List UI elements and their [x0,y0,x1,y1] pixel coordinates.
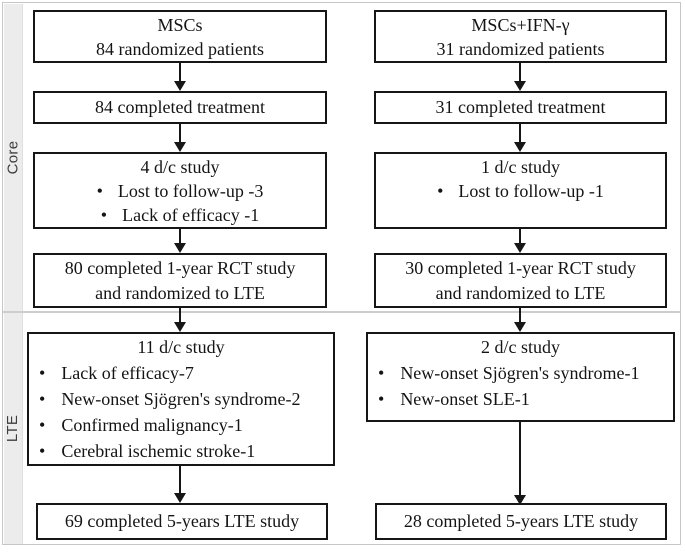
rct-completed-line2: and randomized to LTE [95,283,265,303]
completed-treatment-text: 84 completed treatment [95,97,265,117]
bullet-icon [39,438,45,464]
dc-reason: Lack of efficacy-7 [29,360,333,386]
flow-arrow [174,63,186,91]
bullet-icon [39,360,45,386]
bullet-icon [378,386,384,412]
msc-rct-discontinued-box: 4 d/c study Lost to follow-up -3 Lack of… [33,152,327,229]
dc-reason: Confirmed malignancy-1 [29,412,333,438]
dc-title: 11 d/c study [137,337,225,357]
arm-title: MSCs [157,15,203,35]
bullet-icon [437,179,443,203]
section-strip-lte: LTE [4,313,23,544]
msc-rct-completed-box: 80 completed 1-year RCT study and random… [33,253,327,308]
bullet-icon [97,179,103,203]
lte-completed-text: 69 completed 5-years LTE study [64,511,300,531]
msc-ifng-enrollment-box: MSCs+IFN-γ 31 randomized patients [374,10,667,63]
msc-enrollment-box: MSCs 84 randomized patients [33,10,327,63]
bullet-icon [39,412,45,438]
randomized-count: 84 randomized patients [96,39,264,59]
flow-arrow [174,466,186,503]
msc-lte-discontinued-box: 11 d/c study Lack of efficacy-7 New-onse… [27,332,335,466]
dc-reason: New-onset SLE-1 [368,386,673,412]
dc-title: 4 d/c study [140,157,220,177]
lte-completed-text: 28 completed 5-years LTE study [403,511,639,531]
dc-reason: Lost to follow-up -3 [35,179,325,203]
msc-ifng-rct-completed-box: 30 completed 1-year RCT study and random… [374,253,667,308]
dc-reason: Lost to follow-up -1 [376,179,665,203]
dc-reason: New-onset Sjögren's syndrome-1 [368,360,673,386]
rct-completed-line1: 80 completed 1-year RCT study [64,258,296,278]
flow-arrow [174,124,186,152]
bullet-icon [378,360,384,386]
bullet-icon [39,386,45,412]
flow-arrow [514,124,526,152]
bullet-icon [101,203,107,227]
randomized-count: 31 randomized patients [436,39,605,59]
dc-title: 1 d/c study [481,157,560,177]
dc-reason: Lack of efficacy -1 [35,203,325,227]
core-lte-divider [3,311,681,313]
msc-lte-completed-box: 69 completed 5-years LTE study [36,503,328,540]
msc-ifng-lte-completed-box: 28 completed 5-years LTE study [375,503,667,540]
msc-ifng-rct-discontinued-box: 1 d/c study Lost to follow-up -1 [374,152,667,229]
figure-frame [2,2,681,545]
section-strip-core: Core [4,4,23,311]
flow-arrow [174,229,186,253]
dc-reason: New-onset Sjögren's syndrome-2 [29,386,333,412]
msc-ifng-lte-discontinued-box: 2 d/c study New-onset Sjögren's syndrome… [366,332,675,422]
flow-arrow [514,422,526,505]
msc-ifng-completed-treatment-box: 31 completed treatment [374,91,667,124]
dc-title: 2 d/c study [481,337,560,357]
msc-completed-treatment-box: 84 completed treatment [33,91,327,124]
flow-arrow [514,308,526,332]
rct-completed-line1: 30 completed 1-year RCT study [405,258,636,278]
rct-completed-line2: and randomized to LTE [435,283,606,303]
flow-arrow [514,63,526,91]
dc-reason: Cerebral ischemic stroke-1 [29,438,333,464]
flow-arrow [174,308,186,332]
arm-title: MSCs+IFN-γ [471,15,570,35]
section-label-core: Core [4,140,22,175]
section-label-lte: LTE [4,414,22,443]
completed-treatment-text: 31 completed treatment [435,97,606,117]
flow-arrow [514,229,526,253]
